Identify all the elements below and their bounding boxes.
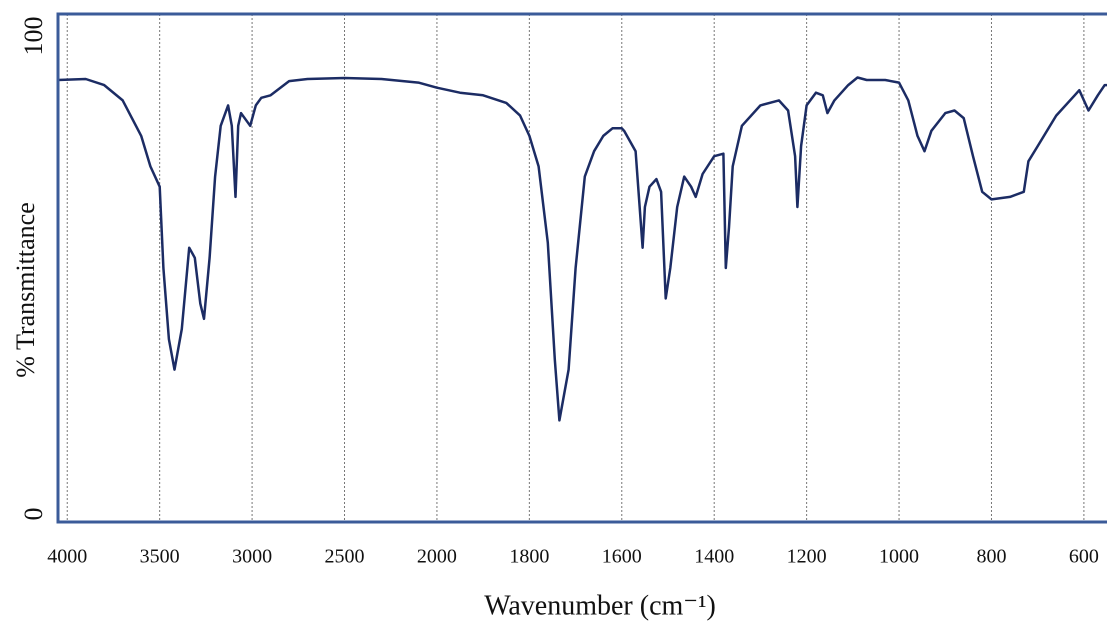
x-tick-label: 1200 <box>787 546 827 568</box>
x-tick-label: 1000 <box>879 546 919 568</box>
x-tick-label: 3000 <box>232 546 272 568</box>
x-tick-label: 4000 <box>47 546 87 568</box>
x-tick-label: 3500 <box>140 546 180 568</box>
spectrum-line <box>57 76 1107 422</box>
x-tick-label: 600 <box>1069 546 1099 568</box>
x-axis-label: Wavenumber (cm⁻¹) <box>484 590 716 621</box>
x-tick-label: 1800 <box>509 546 549 568</box>
x-tick-label: 2000 <box>417 546 457 568</box>
y-tick-label: 0 <box>19 508 48 521</box>
y-tick-label: 100 <box>19 17 48 56</box>
x-tick-label: 1400 <box>694 546 734 568</box>
plot-frame <box>56 12 1107 524</box>
y-axis-label: % Transmittance <box>11 202 40 378</box>
x-tick-label: 800 <box>976 546 1006 568</box>
x-tick-label: 1600 <box>602 546 642 568</box>
x-tick-label: 2500 <box>325 546 365 568</box>
